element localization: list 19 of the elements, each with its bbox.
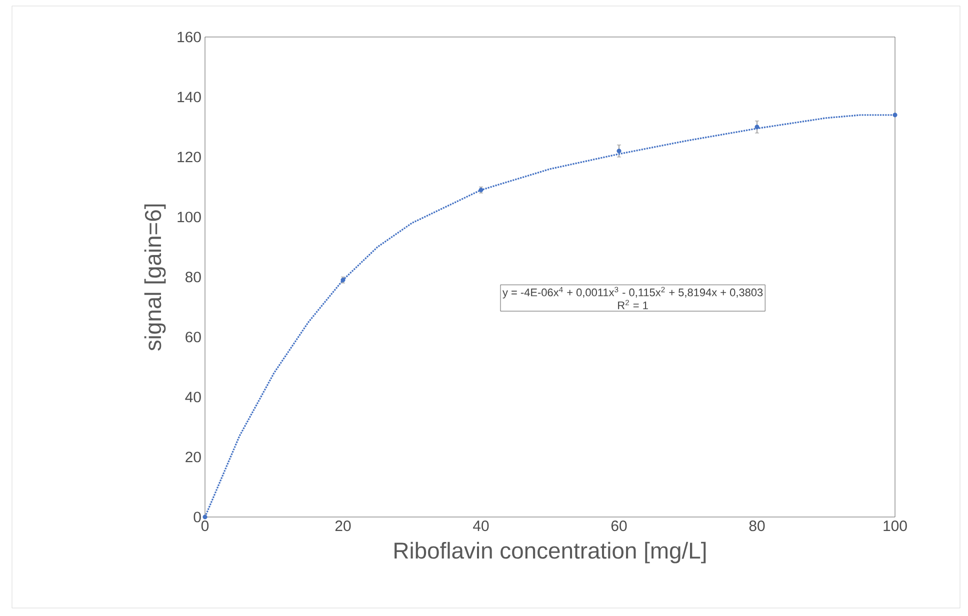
y-tick-label: 160 bbox=[178, 32, 201, 42]
y-tick-label: 60 bbox=[186, 332, 201, 342]
y-axis-title: signal [gain=6] bbox=[144, 204, 166, 351]
y-tick-label: 140 bbox=[178, 92, 201, 102]
x-tick-label: 40 bbox=[473, 520, 489, 532]
annotation: y = -4E-06x$^{4}$ + 0,0011x$^{3}$ - 0,115x$^{2}$ + 5,8194x + 0,3803 bbox=[502, 286, 763, 298]
annotation: R$^{2}$ = 1 bbox=[618, 300, 648, 310]
x-tick-label: 100 bbox=[884, 520, 907, 532]
y-tick-label: 0 bbox=[194, 512, 201, 522]
y-tick-label: 20 bbox=[186, 452, 201, 462]
x-tick-label: 0 bbox=[201, 520, 209, 532]
y-tick-label: 80 bbox=[186, 272, 201, 282]
y-tick-label: 120 bbox=[178, 152, 201, 162]
x-tick-label: 20 bbox=[335, 520, 351, 532]
x-tick-label: 60 bbox=[611, 520, 627, 532]
y-tick-label: 40 bbox=[185, 392, 201, 402]
y-tick-label: 100 bbox=[178, 212, 201, 222]
x-axis-title: Riboflavin concentration [mg/L] bbox=[394, 542, 706, 564]
x-tick-label: 80 bbox=[749, 520, 765, 532]
